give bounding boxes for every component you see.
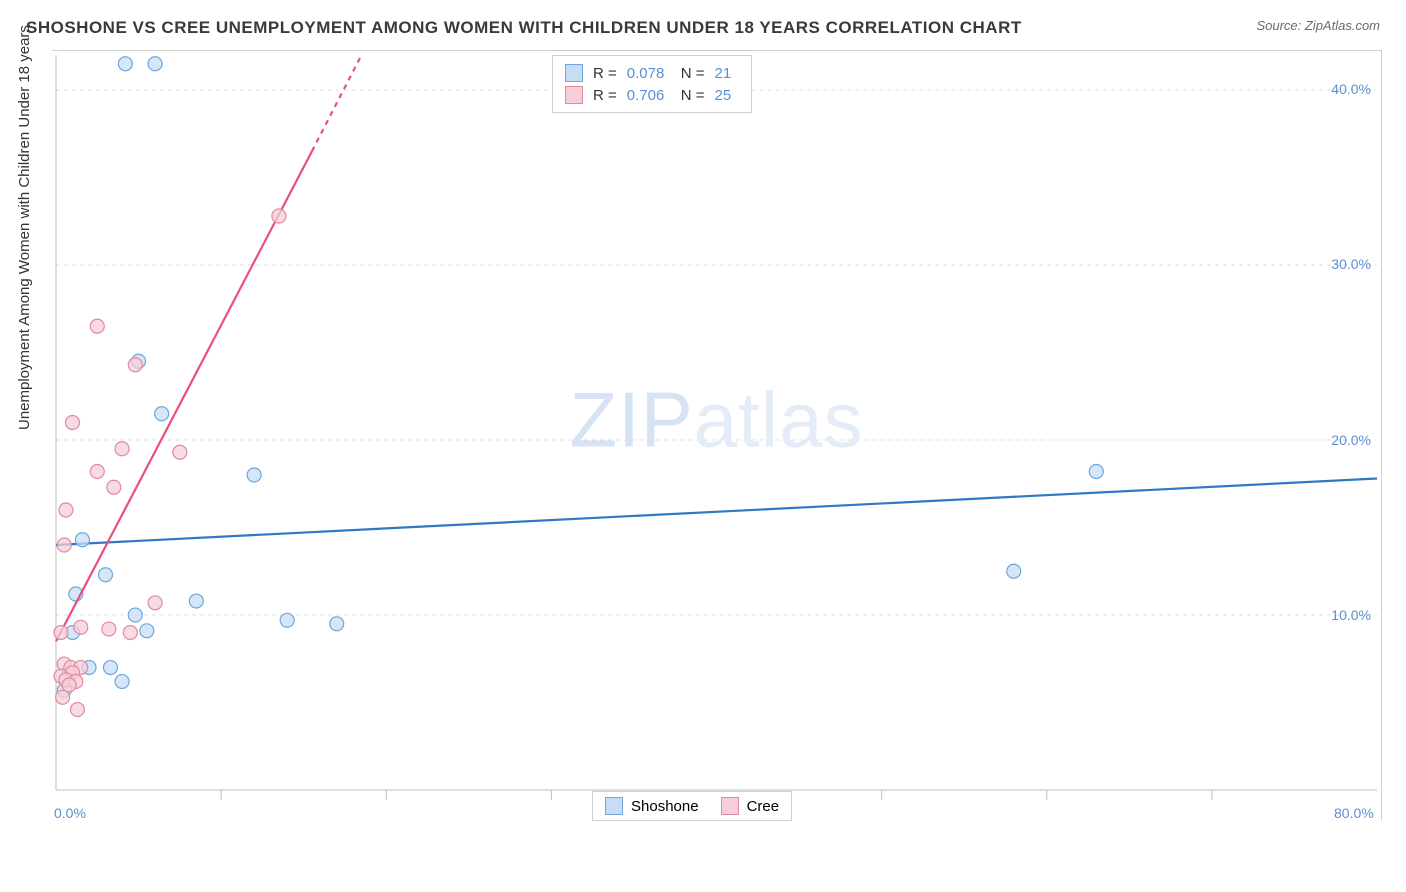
y-tick-label: 20.0% (1331, 432, 1371, 448)
n-value-cree: 25 (715, 87, 739, 104)
r-value-cree: 0.706 (627, 87, 671, 104)
chart-title: SHOSHONE VS CREE UNEMPLOYMENT AMONG WOME… (26, 18, 1022, 38)
legend-item-shoshone: Shoshone (605, 797, 699, 815)
x-tick-max: 80.0% (1334, 805, 1374, 821)
n-label: N = (681, 65, 705, 82)
legend-swatch-shoshone (605, 797, 623, 815)
header: SHOSHONE VS CREE UNEMPLOYMENT AMONG WOME… (0, 0, 1406, 48)
n-value-shoshone: 21 (715, 65, 739, 82)
legend-swatch-cree (721, 797, 739, 815)
legend-swatch-cree (565, 86, 583, 104)
source-label: Source: ZipAtlas.com (1256, 18, 1380, 33)
legend-stats: R = 0.078 N = 21 R = 0.706 N = 25 (552, 55, 752, 113)
legend-stats-row: R = 0.706 N = 25 (565, 84, 739, 106)
scatter-plot (52, 51, 1381, 820)
legend-series: Shoshone Cree (592, 791, 792, 821)
r-label: R = (593, 87, 617, 104)
x-tick-min: 0.0% (54, 805, 86, 821)
n-label: N = (681, 87, 705, 104)
legend-stats-row: R = 0.078 N = 21 (565, 62, 739, 84)
y-tick-label: 30.0% (1331, 256, 1371, 272)
legend-item-cree: Cree (721, 797, 780, 815)
y-tick-label: 40.0% (1331, 81, 1371, 97)
y-axis-label: Unemployment Among Women with Children U… (16, 25, 33, 430)
r-label: R = (593, 65, 617, 82)
r-value-shoshone: 0.078 (627, 65, 671, 82)
chart-area: ZIPatlas R = 0.078 N = 21 R = 0.706 N = … (52, 50, 1382, 820)
y-tick-label: 10.0% (1331, 607, 1371, 623)
legend-swatch-shoshone (565, 64, 583, 82)
legend-label: Cree (747, 798, 780, 815)
legend-label: Shoshone (631, 798, 699, 815)
